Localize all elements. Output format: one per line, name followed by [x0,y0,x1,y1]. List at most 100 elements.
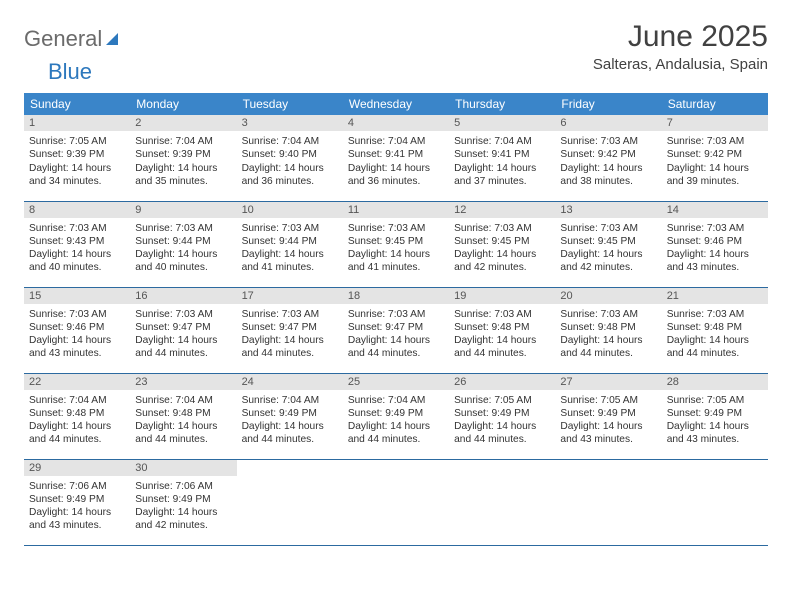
day-info-line: and 44 minutes. [454,433,550,446]
day-info: Sunrise: 7:03 AMSunset: 9:47 PMDaylight:… [237,304,343,367]
day-info-line: Sunset: 9:41 PM [348,148,444,161]
weekday-header: Saturday [662,93,768,115]
day-info-line: and 34 minutes. [29,175,125,188]
day-info: Sunrise: 7:03 AMSunset: 9:45 PMDaylight:… [555,218,661,281]
day-info-line: Sunrise: 7:06 AM [135,480,231,493]
day-info-line: Sunset: 9:42 PM [667,148,763,161]
day-info-line: Sunset: 9:43 PM [29,235,125,248]
day-info: Sunrise: 7:03 AMSunset: 9:44 PMDaylight:… [237,218,343,281]
day-info-line: Sunrise: 7:03 AM [348,308,444,321]
day-info: Sunrise: 7:04 AMSunset: 9:49 PMDaylight:… [237,390,343,453]
weekday-header: Wednesday [343,93,449,115]
day-number: 29 [24,460,130,476]
day-info-line: Sunset: 9:44 PM [242,235,338,248]
day-number: 16 [130,288,236,304]
day-info-line: Sunrise: 7:03 AM [348,222,444,235]
day-info-line: Sunset: 9:45 PM [560,235,656,248]
day-info-line: Sunset: 9:46 PM [667,235,763,248]
day-info-line: Daylight: 14 hours [454,248,550,261]
day-info-line: Sunrise: 7:03 AM [135,222,231,235]
day-info-line: Sunset: 9:47 PM [348,321,444,334]
logo-text-1: General [24,26,102,52]
day-number: 10 [237,202,343,218]
page-title: June 2025 [593,20,768,54]
day-info-line: Sunset: 9:42 PM [560,148,656,161]
day-info-line: Daylight: 14 hours [348,420,444,433]
day-info-line: and 35 minutes. [135,175,231,188]
calendar-cell: 28Sunrise: 7:05 AMSunset: 9:49 PMDayligh… [662,373,768,459]
day-info: Sunrise: 7:03 AMSunset: 9:48 PMDaylight:… [555,304,661,367]
day-info-line: and 44 minutes. [242,347,338,360]
calendar-cell: 5Sunrise: 7:04 AMSunset: 9:41 PMDaylight… [449,115,555,201]
day-info-line: Daylight: 14 hours [135,334,231,347]
day-number: 18 [343,288,449,304]
day-info-line: Daylight: 14 hours [135,420,231,433]
day-info-line: Daylight: 14 hours [29,248,125,261]
day-number: 19 [449,288,555,304]
day-info: Sunrise: 7:03 AMSunset: 9:46 PMDaylight:… [662,218,768,281]
weekday-header: Sunday [24,93,130,115]
calendar-cell: 24Sunrise: 7:04 AMSunset: 9:49 PMDayligh… [237,373,343,459]
day-info-line: and 37 minutes. [454,175,550,188]
day-info-line: and 43 minutes. [667,433,763,446]
calendar-cell: 10Sunrise: 7:03 AMSunset: 9:44 PMDayligh… [237,201,343,287]
day-info: Sunrise: 7:05 AMSunset: 9:49 PMDaylight:… [662,390,768,453]
day-info: Sunrise: 7:04 AMSunset: 9:49 PMDaylight:… [343,390,449,453]
day-info-line: Sunset: 9:49 PM [348,407,444,420]
day-info-line: and 43 minutes. [29,519,125,532]
day-number: 14 [662,202,768,218]
day-info-line: Sunset: 9:49 PM [560,407,656,420]
day-info-line: Sunset: 9:45 PM [454,235,550,248]
day-info-line: Daylight: 14 hours [454,420,550,433]
calendar-cell: 6Sunrise: 7:03 AMSunset: 9:42 PMDaylight… [555,115,661,201]
day-info-line: Sunrise: 7:03 AM [454,222,550,235]
day-number: 23 [130,374,236,390]
day-info: Sunrise: 7:06 AMSunset: 9:49 PMDaylight:… [24,476,130,539]
day-info-line: Daylight: 14 hours [667,334,763,347]
day-number: 21 [662,288,768,304]
day-number: 25 [343,374,449,390]
day-info-line: Sunrise: 7:05 AM [667,394,763,407]
day-info: Sunrise: 7:04 AMSunset: 9:40 PMDaylight:… [237,131,343,194]
day-info-line: and 41 minutes. [348,261,444,274]
calendar-cell: 13Sunrise: 7:03 AMSunset: 9:45 PMDayligh… [555,201,661,287]
day-number: 3 [237,115,343,131]
calendar-cell: 15Sunrise: 7:03 AMSunset: 9:46 PMDayligh… [24,287,130,373]
calendar-cell: 29Sunrise: 7:06 AMSunset: 9:49 PMDayligh… [24,459,130,545]
calendar-cell: 25Sunrise: 7:04 AMSunset: 9:49 PMDayligh… [343,373,449,459]
day-info-line: Sunrise: 7:03 AM [242,308,338,321]
calendar-cell [662,459,768,545]
calendar-cell: 8Sunrise: 7:03 AMSunset: 9:43 PMDaylight… [24,201,130,287]
calendar-cell: 14Sunrise: 7:03 AMSunset: 9:46 PMDayligh… [662,201,768,287]
day-info-line: Daylight: 14 hours [348,162,444,175]
day-info-line: and 36 minutes. [242,175,338,188]
day-info-line: Daylight: 14 hours [348,334,444,347]
day-info-line: Daylight: 14 hours [29,506,125,519]
day-number: 6 [555,115,661,131]
day-info-line: Sunset: 9:48 PM [667,321,763,334]
day-info-line: Sunset: 9:49 PM [29,493,125,506]
day-info: Sunrise: 7:03 AMSunset: 9:48 PMDaylight:… [662,304,768,367]
day-info-line: Daylight: 14 hours [242,162,338,175]
day-info-line: Sunset: 9:47 PM [135,321,231,334]
day-info-line: and 44 minutes. [242,433,338,446]
calendar-cell: 7Sunrise: 7:03 AMSunset: 9:42 PMDaylight… [662,115,768,201]
day-info-line: Sunset: 9:48 PM [135,407,231,420]
day-info-line: and 42 minutes. [560,261,656,274]
day-info: Sunrise: 7:05 AMSunset: 9:49 PMDaylight:… [555,390,661,453]
day-info-line: Sunset: 9:48 PM [29,407,125,420]
day-info-line: Sunset: 9:46 PM [29,321,125,334]
calendar-cell: 1Sunrise: 7:05 AMSunset: 9:39 PMDaylight… [24,115,130,201]
day-number: 22 [24,374,130,390]
day-info-line: Daylight: 14 hours [560,420,656,433]
day-info-line: and 43 minutes. [29,347,125,360]
day-info-line: Daylight: 14 hours [667,162,763,175]
weekday-row: Sunday Monday Tuesday Wednesday Thursday… [24,93,768,115]
day-info-line: and 39 minutes. [667,175,763,188]
calendar-cell: 12Sunrise: 7:03 AMSunset: 9:45 PMDayligh… [449,201,555,287]
day-info-line: Daylight: 14 hours [29,162,125,175]
day-info-line: Sunrise: 7:05 AM [454,394,550,407]
day-info-line: Sunrise: 7:03 AM [29,222,125,235]
weekday-header: Friday [555,93,661,115]
day-info-line: and 44 minutes. [29,433,125,446]
